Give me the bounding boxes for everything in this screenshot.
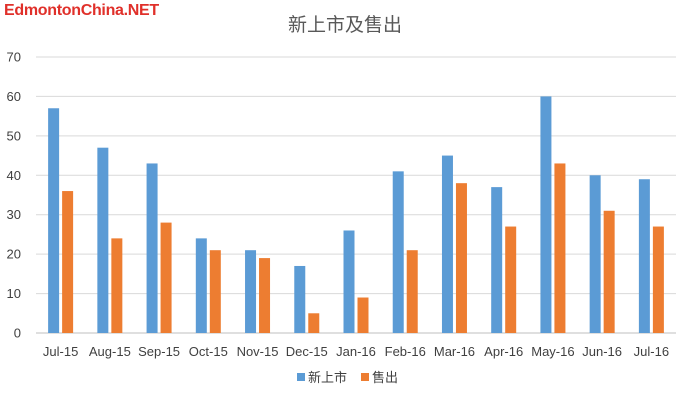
x-tick-label: Aug-15 — [89, 344, 131, 359]
bar-new-listings — [245, 250, 257, 333]
y-tick-label: 10 — [7, 286, 21, 301]
x-axis-tick-labels: Jul-15 Aug-15 Sep-15 Oct-15 Nov-15 Dec-15 Jan-… — [43, 344, 669, 359]
x-tick-label: Oct-15 — [189, 344, 228, 359]
y-tick-label: 40 — [7, 168, 21, 183]
bar-sold — [308, 313, 320, 333]
x-tick-label: Feb-16 — [385, 344, 426, 359]
bar-sold — [209, 250, 221, 333]
bar-sold — [505, 226, 517, 333]
watermark-logo: EdmontonChina.NET — [4, 2, 159, 19]
x-tick-label: May-16 — [531, 344, 574, 359]
legend-swatch-sold — [361, 373, 369, 381]
x-tick-label: Jul-15 — [43, 344, 78, 359]
y-axis-tick-labels: 0 10 20 30 40 50 60 70 — [7, 50, 21, 341]
x-tick-label: Nov-15 — [237, 344, 279, 359]
x-tick-label: Jan-16 — [336, 344, 376, 359]
y-tick-label: 70 — [7, 50, 21, 65]
x-tick-label: Jul-16 — [634, 344, 669, 359]
bar-sold — [357, 297, 369, 333]
y-tick-label: 0 — [14, 326, 21, 341]
bar-new-listings — [97, 147, 109, 333]
x-tick-label: Apr-16 — [484, 344, 523, 359]
bar-new-listings — [589, 175, 601, 333]
y-tick-label: 50 — [7, 128, 21, 143]
legend-label-new-listings: 新上市 — [308, 370, 347, 386]
bar-new-listings — [48, 108, 60, 333]
y-tick-label: 60 — [7, 89, 21, 104]
bar-new-listings — [638, 179, 650, 333]
bar-new-listings — [392, 171, 404, 333]
bar-new-listings — [294, 265, 306, 333]
bar-new-listings — [195, 238, 207, 333]
bar-sold — [603, 210, 615, 333]
bar-sold — [62, 191, 74, 333]
bar-sold — [652, 226, 664, 333]
legend-swatch-new-listings — [297, 373, 305, 381]
x-tick-label: Sep-15 — [138, 344, 180, 359]
bar-sold — [554, 163, 566, 333]
bar-new-listings — [540, 96, 552, 333]
bar-sold — [455, 183, 467, 333]
bar-sold — [406, 250, 418, 333]
y-tick-label: 20 — [7, 247, 21, 262]
bar-new-listings — [146, 163, 158, 333]
y-tick-label: 30 — [7, 207, 21, 222]
x-tick-label: Jun-16 — [582, 344, 622, 359]
bar-sold — [160, 222, 172, 333]
x-tick-label: Dec-15 — [286, 344, 328, 359]
bars — [48, 96, 664, 333]
gridlines — [36, 56, 676, 334]
bar-new-listings — [343, 230, 355, 333]
bar-sold — [259, 258, 271, 333]
chart-title: 新上市及售出 — [288, 14, 402, 36]
legend-label-sold: 售出 — [372, 370, 398, 386]
legend: 新上市 售出 — [297, 370, 398, 386]
x-tick-label: Mar-16 — [434, 344, 475, 359]
bar-sold — [111, 238, 123, 333]
bar-new-listings — [441, 155, 453, 333]
bar-new-listings — [491, 187, 503, 333]
